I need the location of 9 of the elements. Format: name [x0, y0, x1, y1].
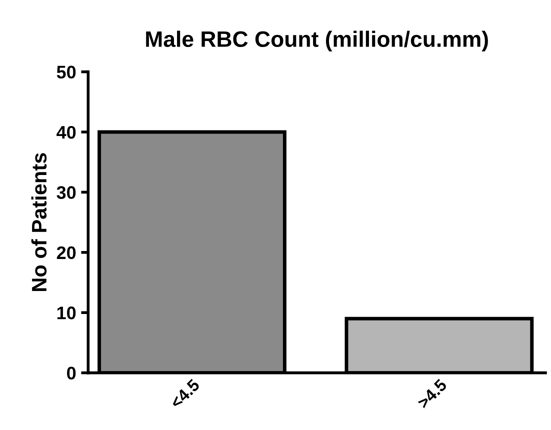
- y-tick-label: 50: [56, 66, 76, 79]
- y-tick-label: 0: [67, 366, 76, 380]
- y-axis-title: No of Patients: [31, 153, 47, 291]
- y-tick-label: 40: [56, 126, 76, 139]
- chart-title: Male RBC Count (million/cu.mm): [146, 30, 488, 52]
- x-tick-label: <4.5: [170, 378, 200, 410]
- y-tick-label: 20: [56, 246, 76, 260]
- y-tick-label: 30: [56, 186, 76, 199]
- y-tick-label: 10: [57, 306, 76, 320]
